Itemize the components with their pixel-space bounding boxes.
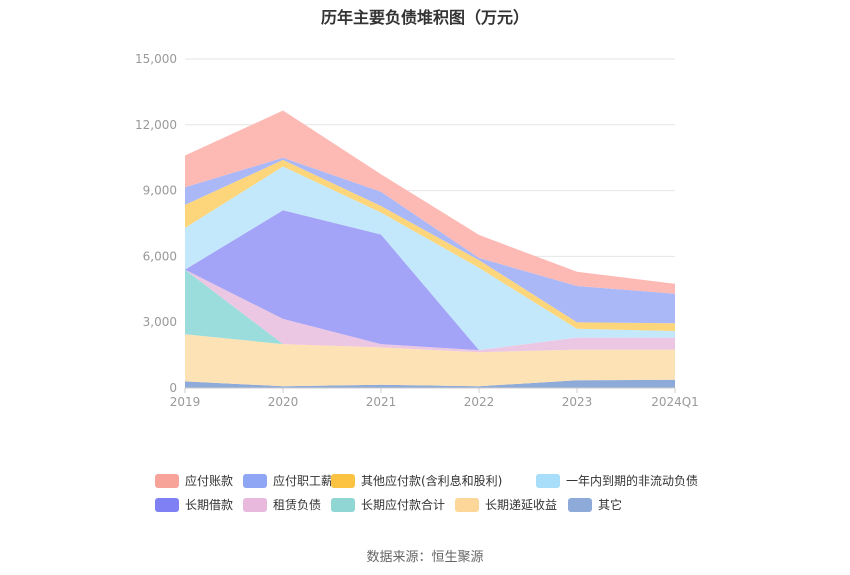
legend-item[interactable]: 长期应付款合计 [331,497,445,512]
y-tick-label: 0 [169,381,177,395]
y-tick-label: 6,000 [143,249,177,263]
legend-label: 其它 [598,497,622,512]
legend-swatch [243,498,267,512]
area-series [185,166,675,351]
x-tick-label: 2019 [170,395,201,409]
area-series [185,269,675,353]
chart-source: 数据来源：恒生聚源 [366,550,484,565]
area-series [185,210,675,351]
y-tick-label: 3,000 [143,315,177,329]
legend-swatch [568,498,592,512]
area-series [185,334,675,387]
area-series [185,110,675,294]
legend-swatch [331,474,355,488]
legend-item[interactable]: 长期借款 [155,498,233,512]
legend-label: 长期借款 [185,498,233,512]
area-series [185,379,675,388]
legend-swatch [331,498,355,512]
y-tick-label: 15,000 [135,52,177,66]
y-tick-label: 9,000 [143,184,177,198]
x-tick-label: 2024Q1 [651,395,699,409]
legend-swatch [155,498,179,512]
chart-title: 历年主要负债堆积图（万元） [320,8,529,27]
legend-swatch [536,474,560,488]
legend-label: 租赁负债 [273,498,321,512]
legend-label: 其他应付款(含利息和股利) [361,473,502,488]
x-tick-label: 2023 [562,395,593,409]
legend-swatch [155,474,179,488]
legend-label: 一年内到期的非流动负债 [566,473,698,488]
legend-item[interactable]: 应付账款 [155,473,233,488]
area-series [185,157,675,324]
axis-layer: 0 3,000 6,000 9,000 12,000 15,000 2019 2020 2021… [135,52,699,409]
legend-label: 应付职工薪酬 [273,473,345,488]
legend-swatch [455,498,479,512]
legend-item[interactable]: 长期递延收益 [455,498,557,512]
x-tick-label: 2022 [464,395,495,409]
legend-item[interactable]: 应付职工薪酬 [243,473,345,488]
legend-item[interactable]: 一年内到期的非流动负债 [536,473,698,488]
legend-label: 应付账款 [185,473,233,488]
legend-swatch [243,474,267,488]
legend-item[interactable]: 租赁负债 [243,498,321,512]
x-tick-label: 2021 [366,395,397,409]
legend-item[interactable]: 其他应付款(含利息和股利) [331,473,502,488]
legend-label: 长期递延收益 [485,498,557,512]
legend-label: 长期应付款合计 [361,497,445,512]
area-layer [185,110,675,388]
x-tick-label: 2020 [268,395,299,409]
legend-item[interactable]: 其它 [568,497,622,512]
y-tick-label: 12,000 [135,118,177,132]
